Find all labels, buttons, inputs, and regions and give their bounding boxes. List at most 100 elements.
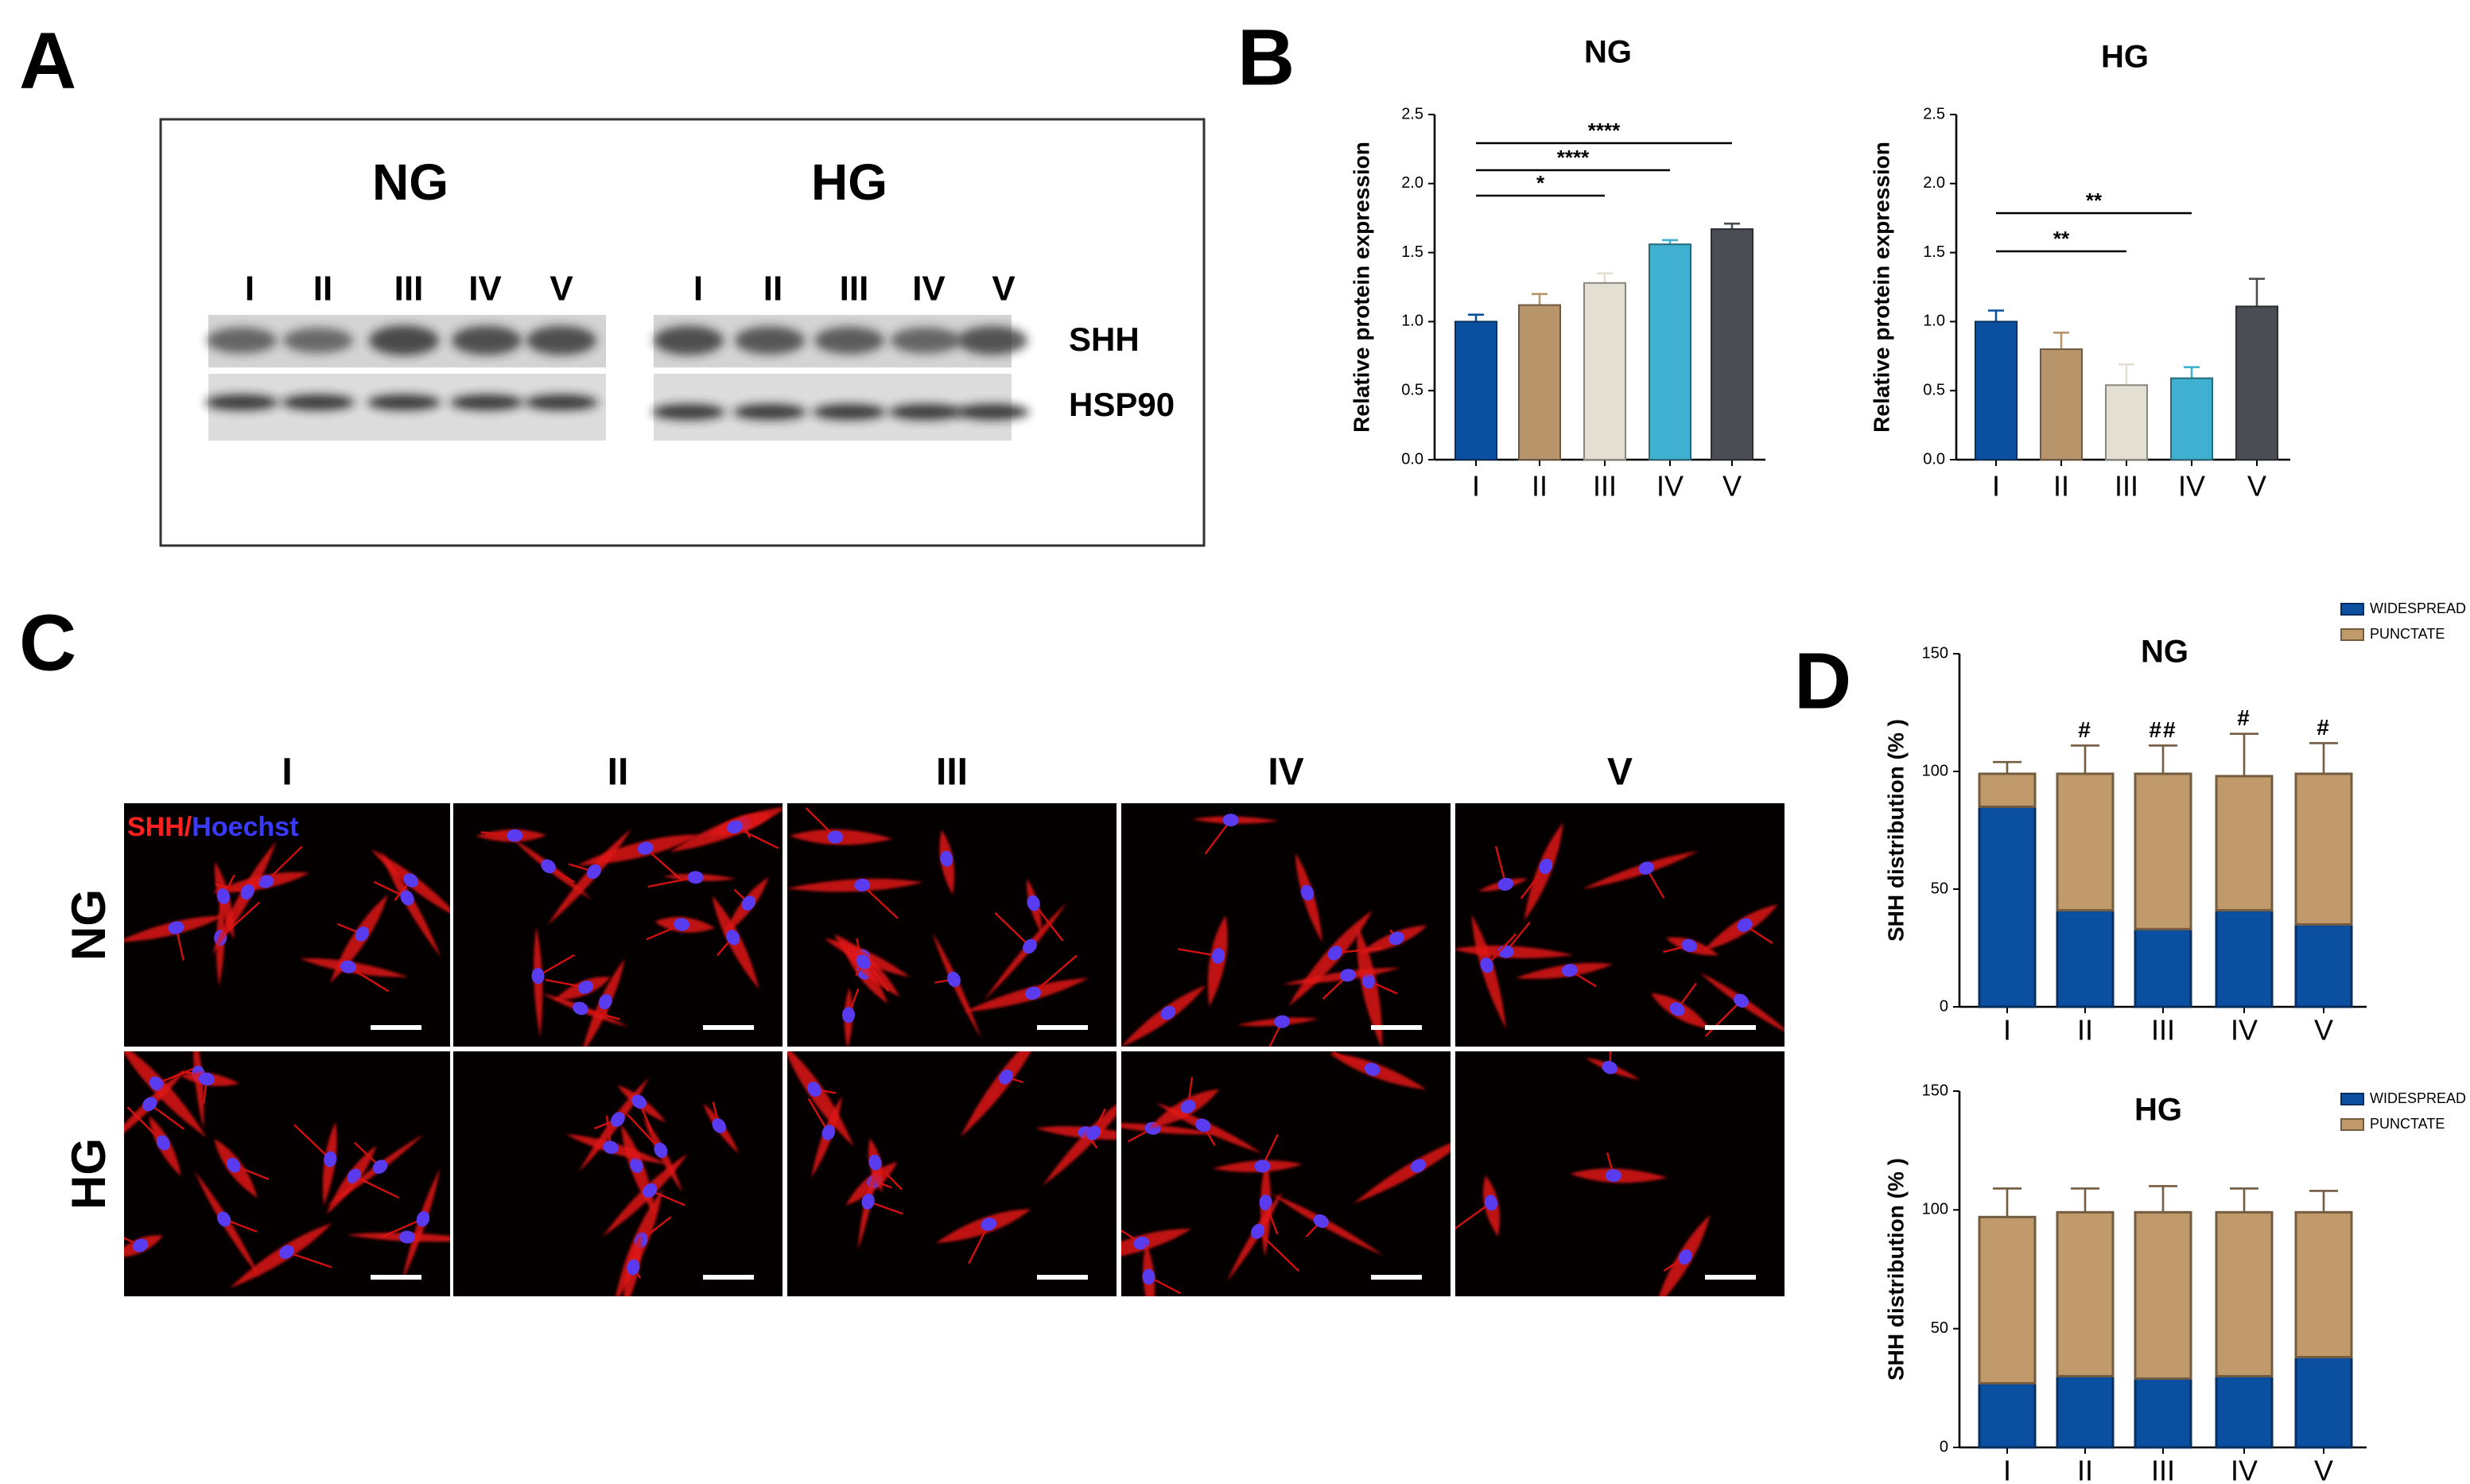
stain-separator: / (184, 812, 192, 842)
y-tick-label: 0 (1940, 1438, 1948, 1455)
micrograph (453, 1051, 783, 1296)
nucleus (1027, 895, 1040, 911)
bar-segment (2056, 909, 2115, 1008)
y-tick-label: 1.0 (1923, 313, 1945, 330)
x-tick-label: I (1472, 470, 1480, 503)
blot-band (733, 404, 806, 420)
significance-label: * (1536, 171, 1545, 195)
nucleus (827, 830, 844, 844)
panel-label: C (19, 598, 76, 687)
nucleus (1410, 1159, 1427, 1173)
nucleus (861, 1193, 875, 1210)
bar (2235, 305, 2278, 460)
y-tick-label: 0.0 (1401, 450, 1423, 468)
cell-process (1177, 948, 1219, 958)
x-tick-label: III (2151, 1014, 2175, 1047)
stain-shh: SHH (127, 812, 184, 842)
nucleus (1364, 1062, 1381, 1076)
cells (124, 841, 450, 993)
micrograph (787, 803, 1117, 1047)
x-tick-label: IV (2231, 1455, 2258, 1484)
blot-band (956, 404, 1029, 420)
nucleus (278, 1245, 294, 1259)
lane-label: IV (468, 270, 502, 309)
nucleus (1211, 948, 1225, 964)
nucleus (674, 918, 690, 931)
nucleus (1602, 1060, 1618, 1074)
x-tick-label: V (2314, 1455, 2333, 1484)
nucleus (403, 873, 418, 888)
bar-segment (1978, 772, 2037, 808)
y-tick-label: 50 (1931, 880, 1948, 897)
cell-process (1494, 845, 1507, 885)
bar-segment (2294, 923, 2353, 1008)
legend-swatch (2340, 603, 2364, 616)
cell-process (647, 876, 696, 888)
cells (476, 807, 783, 1047)
cells (1455, 1051, 1711, 1296)
chart-title: NG (2141, 635, 2188, 670)
x-tick-label: IV (1656, 470, 1684, 503)
x-tick-label: II (2077, 1455, 2093, 1484)
bar-segment (2294, 1210, 2353, 1359)
cells (1121, 1051, 1451, 1296)
cell-process (1204, 819, 1232, 855)
column-label: III (936, 752, 968, 794)
micrograph (124, 803, 450, 1047)
nucleus (1484, 1195, 1498, 1211)
significance-label: ** (2053, 227, 2070, 251)
x-tick-label: I (2003, 1014, 2011, 1047)
cell-process (1704, 1000, 1742, 1037)
nucleus (507, 829, 523, 842)
nucleus (1388, 931, 1404, 946)
nucleus (637, 841, 654, 855)
nucleus (1480, 957, 1493, 973)
nucleus (1561, 964, 1578, 977)
x-tick-label: V (2314, 1014, 2333, 1047)
nucleus (631, 1094, 647, 1109)
nucleus (807, 1082, 821, 1097)
micrograph (453, 803, 783, 1047)
blot-group-label: HG (811, 153, 887, 211)
bar-segment (2056, 1374, 2115, 1449)
nucleus (1313, 1214, 1329, 1228)
nucleus (1025, 986, 1041, 1000)
x-tick-label: III (2151, 1455, 2175, 1484)
nucleus (630, 1157, 643, 1173)
nucleus (1638, 861, 1655, 875)
blot-band (367, 394, 441, 410)
legend-label: PUNCTATE (2370, 1116, 2445, 1132)
cell-process (734, 826, 779, 849)
nucleus (1678, 1249, 1692, 1265)
nucleus (1133, 1236, 1150, 1250)
x-tick-label: III (1593, 470, 1617, 503)
nucleus (654, 1142, 668, 1158)
nucleus (1300, 884, 1315, 901)
nucleus (156, 1135, 170, 1151)
blot-band (450, 394, 523, 410)
cells (565, 1077, 740, 1296)
chart-title: HG (2101, 40, 2149, 75)
nucleus (240, 884, 254, 900)
blot-group-label: NG (372, 153, 449, 211)
y-tick-label: 0.5 (1923, 381, 1945, 398)
cell-process (1121, 1229, 1142, 1245)
nucleus (1023, 938, 1037, 954)
nucleus (216, 888, 231, 904)
y-tick-label: 100 (1922, 762, 1948, 779)
nucleus (598, 993, 612, 1010)
cell-process (627, 1113, 662, 1152)
nucleus (1086, 1125, 1101, 1140)
x-tick-label: V (2247, 470, 2266, 503)
nucleus (149, 1076, 164, 1091)
x-tick-label: II (2053, 470, 2069, 503)
bar-segment (2294, 772, 2353, 926)
cell-process (994, 912, 1031, 947)
nucleus (198, 1072, 215, 1086)
lane-label: II (763, 270, 783, 309)
cell-process (265, 845, 303, 883)
nucleus (1250, 1223, 1265, 1239)
